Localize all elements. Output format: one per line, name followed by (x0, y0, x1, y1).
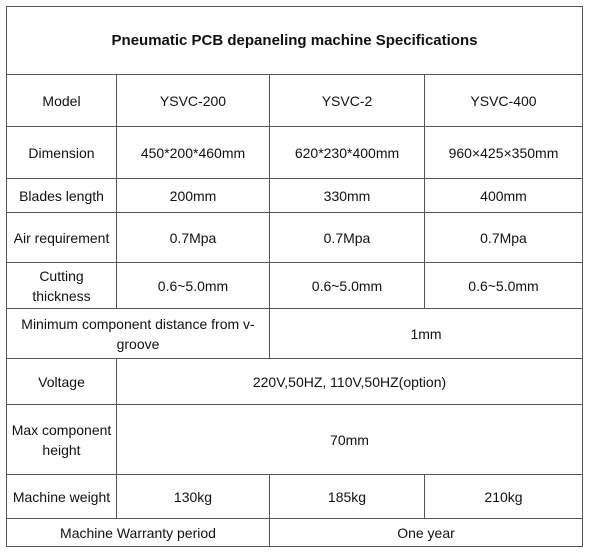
table-row-warranty: Machine Warranty period One year (6, 518, 583, 547)
table-row-blades-length: Blades length 200mm 330mm 400mm (6, 178, 583, 213)
specifications-table: Pneumatic PCB depaneling machine Specifi… (6, 6, 583, 547)
row-label-max-component-height: Max component height (6, 404, 117, 475)
title-row: Pneumatic PCB depaneling machine Specifi… (6, 6, 583, 75)
row-label-voltage: Voltage (6, 358, 117, 405)
air-requirement-value-3: 0.7Mpa (424, 212, 583, 263)
row-label-min-component-distance: Minimum component distance from v-groove (6, 308, 270, 359)
blades-length-value-3: 400mm (424, 178, 583, 213)
blades-length-value-1: 200mm (116, 178, 270, 213)
table-row-min-component-distance: Minimum component distance from v-groove… (6, 308, 583, 359)
dimension-value-2: 620*230*400mm (269, 126, 425, 179)
cutting-thickness-value-1: 0.6~5.0mm (116, 262, 270, 309)
air-requirement-value-1: 0.7Mpa (116, 212, 270, 263)
dimension-value-1: 450*200*460mm (116, 126, 270, 179)
cutting-thickness-value-2: 0.6~5.0mm (269, 262, 425, 309)
table-row-air-requirement: Air requirement 0.7Mpa 0.7Mpa 0.7Mpa (6, 212, 583, 263)
row-label-machine-weight: Machine weight (6, 474, 117, 519)
row-label-model: Model (6, 74, 117, 127)
model-value-1: YSVC-200 (116, 74, 270, 127)
model-value-2: YSVC-2 (269, 74, 425, 127)
warranty-value: One year (269, 518, 583, 547)
table-row-max-component-height: Max component height 70mm (6, 404, 583, 475)
row-label-warranty: Machine Warranty period (6, 518, 270, 547)
dimension-value-3: 960×425×350mm (424, 126, 583, 179)
table-row-model: Model YSVC-200 YSVC-2 YSVC-400 (6, 74, 583, 127)
row-label-dimension: Dimension (6, 126, 117, 179)
table-row-dimension: Dimension 450*200*460mm 620*230*400mm 96… (6, 126, 583, 179)
table-row-voltage: Voltage 220V,50HZ, 110V,50HZ(option) (6, 358, 583, 405)
cutting-thickness-value-3: 0.6~5.0mm (424, 262, 583, 309)
blades-length-value-2: 330mm (269, 178, 425, 213)
machine-weight-value-3: 210kg (424, 474, 583, 519)
max-component-height-value: 70mm (116, 404, 583, 475)
table-row-machine-weight: Machine weight 130kg 185kg 210kg (6, 474, 583, 519)
air-requirement-value-2: 0.7Mpa (269, 212, 425, 263)
row-label-cutting-thickness: Cutting thickness (6, 262, 117, 309)
table-row-cutting-thickness: Cutting thickness 0.6~5.0mm 0.6~5.0mm 0.… (6, 262, 583, 309)
table-title: Pneumatic PCB depaneling machine Specifi… (6, 6, 583, 75)
row-label-blades-length: Blades length (6, 178, 117, 213)
model-value-3: YSVC-400 (424, 74, 583, 127)
machine-weight-value-1: 130kg (116, 474, 270, 519)
voltage-value: 220V,50HZ, 110V,50HZ(option) (116, 358, 583, 405)
min-component-distance-value: 1mm (269, 308, 583, 359)
row-label-air-requirement: Air requirement (6, 212, 117, 263)
machine-weight-value-2: 185kg (269, 474, 425, 519)
